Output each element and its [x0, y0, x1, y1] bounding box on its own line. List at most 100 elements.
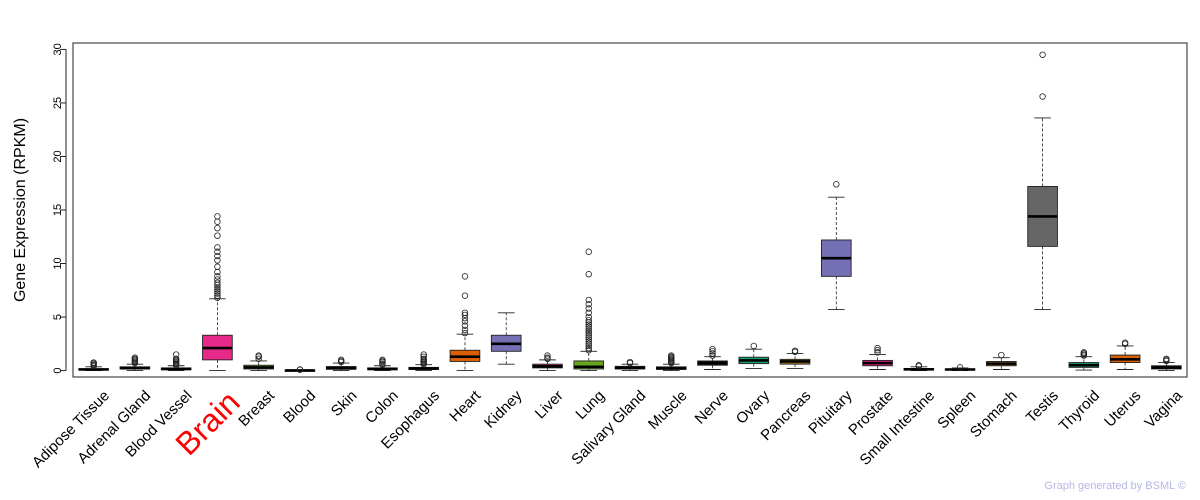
outlier-point [915, 362, 923, 369]
outlier-point [626, 358, 634, 366]
box-prostate [862, 344, 893, 370]
x-tick-label: Muscle [645, 387, 691, 433]
outlier-point [214, 286, 221, 293]
x-tick-label: Nerve [692, 387, 732, 427]
outlier-point [709, 352, 716, 359]
outlier-point [585, 329, 592, 337]
x-tick-label: Liver [532, 387, 567, 422]
outlier-point [214, 257, 221, 264]
box-vagina [1151, 355, 1182, 372]
outlier-point [214, 288, 221, 295]
y-axis-label: Gene Expression (RPKM) [12, 118, 29, 302]
x-tick-label: Uterus [1101, 387, 1144, 430]
x-tick-label: Lung [572, 387, 608, 423]
box-muscle [655, 352, 687, 372]
box-nerve [697, 345, 728, 370]
outlier-point [585, 325, 592, 333]
outlier-point [214, 283, 221, 291]
outlier-point [709, 350, 716, 357]
outlier-point [585, 309, 592, 316]
outlier-point [544, 354, 551, 361]
outlier-point [379, 360, 386, 367]
x-tick-label: Colon [362, 387, 402, 427]
x-tick-label: Salivary Gland [568, 387, 649, 468]
box-blood-vessel [160, 351, 192, 372]
outlier-point [791, 347, 799, 354]
y-tick-label: 10 [52, 257, 64, 269]
box-small-intestine [903, 362, 935, 372]
box-esophagus [408, 351, 440, 372]
outlier-point [709, 348, 716, 355]
outlier-point [214, 263, 221, 270]
outlier-point [874, 344, 881, 352]
outlier-point [420, 355, 427, 363]
y-axis: 0 5 10 15 20 25 30 [52, 43, 67, 374]
outlier-point [956, 364, 964, 371]
x-tick-label: Skin [328, 387, 361, 420]
outlier-point [461, 322, 469, 329]
y-tick-label: 0 [52, 368, 64, 374]
outlier-point [461, 309, 469, 316]
outlier-point [668, 352, 675, 359]
outlier-point [461, 311, 469, 319]
box-testis [1027, 51, 1058, 311]
x-tick-label: Kidney [481, 387, 526, 432]
box-pituitary [820, 181, 852, 311]
outlier-point [420, 351, 427, 358]
y-tick-label: 15 [52, 204, 64, 216]
box-adrenal-gland [119, 354, 151, 372]
outlier-point [585, 317, 592, 324]
outlier-point [585, 332, 592, 339]
outlier-point [585, 327, 592, 335]
y-tick-label: 30 [52, 43, 64, 55]
outlier-point [214, 252, 221, 260]
outlier-point [585, 296, 592, 304]
outlier-point [461, 273, 469, 280]
outlier-point [585, 305, 592, 312]
outlier-point [461, 329, 469, 337]
x-tick-label: Vagina [1141, 387, 1186, 432]
box-breast [243, 352, 274, 372]
outlier-point [214, 290, 221, 297]
outlier-point [585, 347, 592, 354]
box-brain [202, 213, 233, 372]
outlier-point [214, 294, 221, 301]
box-ovary [738, 342, 770, 369]
outlier-point [214, 244, 221, 251]
plot-frame [72, 42, 1188, 378]
box-pancreas [779, 347, 811, 369]
outlier-point [90, 359, 97, 366]
box-salivary-gland [614, 358, 646, 372]
box-thyroid [1068, 349, 1100, 371]
outlier-point [214, 279, 221, 286]
outlier-point [214, 273, 221, 280]
outlier-point [214, 224, 221, 232]
outlier-point [214, 292, 221, 299]
box-iqr [573, 360, 605, 370]
x-tick-label: Small Intestine [857, 387, 939, 469]
outlier-point [379, 356, 386, 364]
outlier-point [1080, 349, 1088, 356]
outlier-point [874, 347, 881, 354]
outlier-point [172, 355, 180, 363]
outlier-point [1163, 355, 1170, 363]
outlier-point [420, 353, 427, 360]
outlier-point [544, 352, 551, 359]
outlier-point [214, 268, 221, 276]
x-tick-label: Heart [446, 387, 485, 426]
outlier-point [461, 326, 469, 334]
credit-text: Graph generated by BSML © [1044, 480, 1186, 492]
box-kidney [490, 312, 522, 365]
outlier-point [585, 338, 592, 345]
outlier-point [585, 321, 592, 328]
outlier-point [585, 334, 592, 341]
outlier-point [585, 342, 592, 350]
outlier-point [337, 356, 345, 364]
box-blood [284, 366, 316, 373]
outlier-point [585, 336, 592, 343]
outlier-point [214, 213, 221, 220]
boxes-group [78, 51, 1182, 373]
outlier-point [750, 342, 757, 350]
y-tick-label: 5 [52, 314, 64, 320]
